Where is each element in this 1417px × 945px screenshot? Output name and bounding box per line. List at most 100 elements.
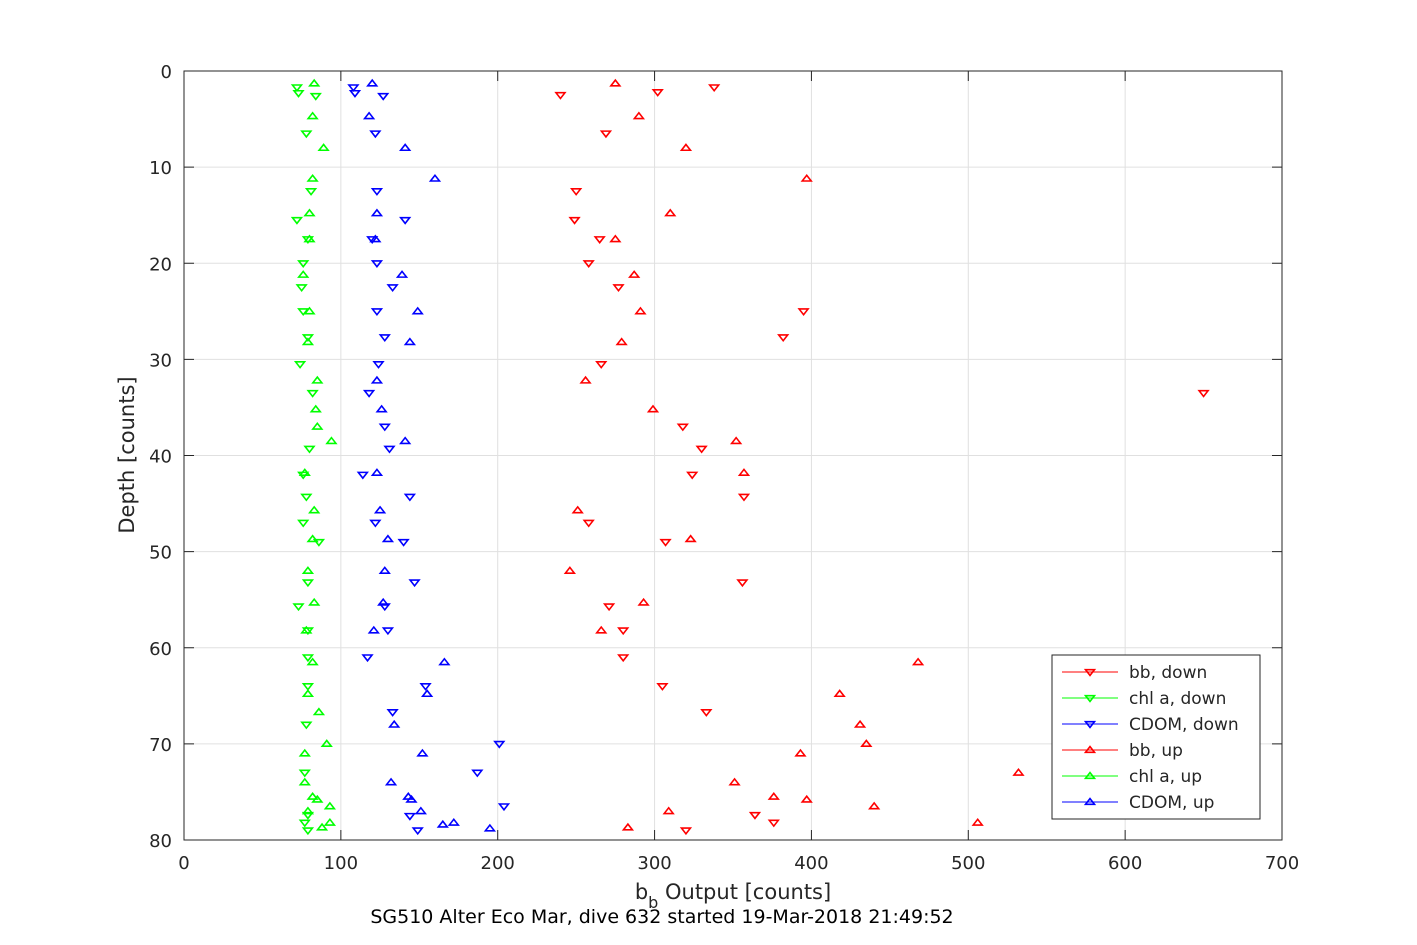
x-tick-label: 400 xyxy=(794,853,828,874)
data-point xyxy=(615,337,628,346)
data-point xyxy=(428,173,442,182)
data-point xyxy=(381,534,395,543)
data-point xyxy=(301,654,315,663)
data-point xyxy=(370,468,384,476)
data-point xyxy=(659,538,672,547)
data-point xyxy=(309,404,322,413)
y-tick-label: 70 xyxy=(149,735,172,756)
x-tick-label: 200 xyxy=(481,853,515,874)
data-point xyxy=(356,471,369,480)
data-point xyxy=(579,375,592,384)
y-tick-label: 50 xyxy=(149,543,172,564)
data-point xyxy=(599,130,613,139)
data-point xyxy=(312,538,326,547)
data-point xyxy=(348,89,362,98)
data-point xyxy=(298,819,311,828)
data-point xyxy=(708,84,721,93)
data-point xyxy=(383,445,396,454)
legend-marker xyxy=(1083,720,1097,729)
data-point xyxy=(419,683,432,691)
data-point xyxy=(323,801,337,810)
data-point xyxy=(664,208,677,217)
data-point xyxy=(411,827,424,836)
data-point xyxy=(403,812,417,821)
data-point xyxy=(420,689,434,698)
data-point xyxy=(403,493,417,502)
data-point xyxy=(369,234,382,243)
data-point xyxy=(679,827,693,836)
data-point xyxy=(1197,389,1210,398)
data-point xyxy=(315,822,329,831)
data-layer xyxy=(290,78,1210,836)
data-point xyxy=(408,579,421,588)
data-point xyxy=(737,468,751,476)
data-point xyxy=(309,92,322,101)
data-point xyxy=(301,337,315,346)
legend-label: CDOM, down xyxy=(1129,715,1239,735)
data-point xyxy=(306,389,319,398)
data-point xyxy=(378,334,391,342)
data-point xyxy=(301,566,315,575)
legend-label: chl a, up xyxy=(1129,767,1202,787)
data-point xyxy=(399,436,412,445)
data-point xyxy=(290,216,304,225)
data-point xyxy=(375,404,388,413)
data-point xyxy=(399,216,412,225)
legend-marker xyxy=(1083,745,1097,754)
data-point xyxy=(656,683,669,691)
data-point xyxy=(602,603,616,612)
data-point xyxy=(447,817,460,826)
series-0 xyxy=(554,84,1210,836)
x-tick-label: 100 xyxy=(324,853,358,874)
data-point xyxy=(297,260,310,268)
y-tick-label: 20 xyxy=(149,254,172,275)
data-point xyxy=(399,143,412,152)
data-point xyxy=(366,78,379,87)
data-point xyxy=(868,801,881,810)
data-point xyxy=(311,421,324,430)
data-point xyxy=(1012,767,1025,776)
data-point xyxy=(582,519,595,528)
data-point xyxy=(308,78,321,87)
data-point xyxy=(301,689,315,698)
data-point xyxy=(384,777,398,786)
data-point xyxy=(617,627,630,636)
legend-marker xyxy=(1083,694,1097,703)
data-point xyxy=(295,284,308,293)
data-point xyxy=(297,270,310,278)
data-point xyxy=(362,389,376,398)
data-point xyxy=(317,143,330,152)
data-point xyxy=(438,657,451,666)
data-point xyxy=(676,423,689,432)
data-point xyxy=(306,111,319,120)
data-point xyxy=(366,236,379,244)
data-point xyxy=(298,748,311,757)
data-point xyxy=(593,236,606,244)
data-point xyxy=(369,130,382,139)
data-point xyxy=(853,719,867,728)
y-axis-label: Depth [counts] xyxy=(115,376,139,533)
data-point xyxy=(563,566,577,575)
data-point xyxy=(568,216,581,225)
data-point xyxy=(388,719,401,728)
legend-marker xyxy=(1083,771,1097,780)
data-point xyxy=(300,625,313,634)
data-point xyxy=(306,792,319,800)
data-point xyxy=(370,260,384,268)
legend-box xyxy=(1051,654,1261,820)
data-point xyxy=(684,534,697,543)
data-point xyxy=(378,603,391,612)
data-point xyxy=(370,308,384,317)
data-point xyxy=(301,827,315,836)
data-point xyxy=(304,188,318,196)
data-point xyxy=(662,806,675,815)
grid xyxy=(183,70,1283,841)
data-point xyxy=(378,566,391,575)
data-point xyxy=(860,739,873,748)
legend-marker xyxy=(1083,797,1097,806)
data-point xyxy=(483,823,497,832)
data-point xyxy=(292,89,305,98)
data-point xyxy=(290,84,304,93)
data-point xyxy=(386,284,399,293)
